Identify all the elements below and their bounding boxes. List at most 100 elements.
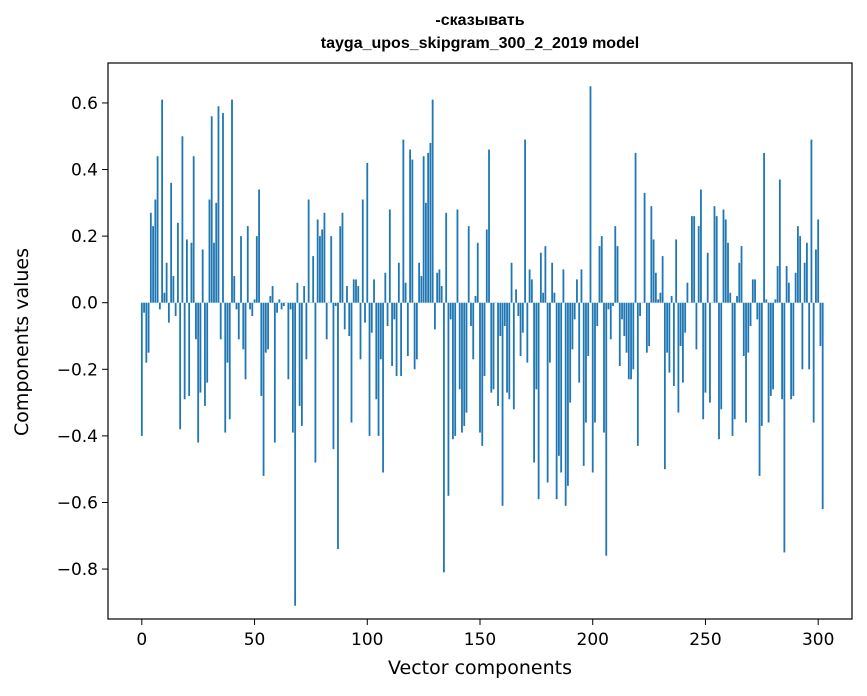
bar-1 (143, 302, 145, 313)
bar-219 (634, 152, 637, 303)
bar-274 (758, 302, 761, 476)
bar-120 (411, 159, 414, 303)
bar-109 (386, 302, 389, 327)
y-tick-label: −0.2 (57, 360, 98, 380)
bar-15 (174, 302, 177, 317)
bar-192 (573, 302, 576, 320)
y-axis-label: Components values (11, 247, 33, 437)
bar-250 (704, 302, 707, 393)
bar-251 (706, 252, 709, 303)
bar-181 (548, 302, 551, 363)
bar-84 (330, 236, 333, 303)
bar-270 (749, 302, 752, 327)
x-tick-label: 50 (244, 630, 266, 650)
bar-189 (567, 302, 569, 486)
bar-294 (803, 262, 806, 303)
bar-215 (625, 302, 628, 353)
bar-248 (700, 189, 702, 303)
bar-10 (163, 292, 166, 303)
bar-47 (246, 226, 249, 303)
bar-195 (580, 269, 583, 303)
bar-177 (539, 252, 542, 303)
bar-81 (323, 212, 326, 303)
bar-297 (810, 139, 813, 303)
bar-29 (206, 302, 209, 383)
bar-186 (560, 302, 563, 473)
bar-61 (278, 299, 281, 303)
bar-2 (145, 302, 148, 363)
y-tick-label: 0.0 (71, 294, 98, 314)
x-tick-label: 300 (802, 630, 834, 650)
bar-106 (379, 302, 382, 360)
bar-163 (508, 302, 511, 400)
bar-193 (576, 279, 578, 303)
bar-31 (210, 116, 213, 303)
bar-114 (397, 262, 400, 303)
bar-146 (470, 302, 472, 327)
bar-39 (228, 302, 231, 420)
bar-16 (176, 222, 179, 303)
y-tick-label: 0.6 (71, 94, 98, 114)
bar-118 (406, 302, 409, 356)
bar-88 (339, 226, 342, 303)
bar-239 (679, 302, 682, 346)
bar-116 (402, 139, 405, 303)
bar-179 (544, 246, 547, 303)
bar-162 (506, 302, 508, 393)
bar-296 (808, 302, 811, 370)
bar-87 (337, 302, 339, 550)
bar-104 (375, 302, 378, 400)
bar-119 (409, 149, 412, 303)
bar-173 (530, 279, 533, 303)
bar-67 (291, 302, 294, 433)
bar-135 (445, 212, 448, 303)
bar-180 (546, 302, 549, 483)
bar-115 (400, 302, 402, 376)
bar-58 (271, 286, 274, 303)
bar-288 (790, 302, 793, 400)
bar-117 (404, 282, 407, 303)
bar-19 (183, 302, 186, 400)
bar-7 (156, 156, 159, 303)
bar-213 (621, 302, 623, 320)
bar-159 (499, 302, 502, 337)
x-tick-label: 150 (464, 630, 496, 650)
bar-203 (598, 246, 601, 303)
bar-170 (524, 139, 526, 303)
bar-216 (627, 302, 630, 380)
bar-series (140, 86, 824, 606)
bar-211 (616, 246, 619, 303)
bar-89 (341, 212, 344, 303)
bar-247 (697, 226, 700, 303)
bar-95 (355, 279, 357, 303)
bar-28 (204, 302, 206, 406)
bar-201 (594, 302, 596, 423)
bar-134 (443, 302, 445, 573)
bar-196 (582, 302, 585, 466)
bar-217 (630, 302, 632, 380)
bar-252 (709, 302, 711, 403)
bar-223 (643, 192, 646, 303)
bar-93 (350, 302, 353, 423)
bar-236 (672, 302, 675, 386)
bar-5 (152, 226, 154, 303)
bar-30 (208, 199, 211, 303)
bar-36 (222, 112, 224, 303)
bar-66 (289, 302, 292, 310)
bar-277 (765, 299, 768, 303)
bar-155 (490, 302, 493, 393)
bar-20 (186, 239, 188, 303)
bar-194 (578, 302, 581, 383)
bar-218 (632, 302, 635, 370)
bar-171 (526, 302, 529, 363)
bar-107 (382, 302, 384, 473)
bar-86 (334, 302, 337, 307)
bar-278 (767, 302, 770, 423)
bar-291 (796, 226, 799, 303)
x-axis-label: Vector components (388, 657, 572, 679)
bar-281 (774, 299, 777, 303)
bar-33 (215, 202, 218, 303)
bar-124 (420, 276, 423, 303)
bar-111 (391, 302, 393, 366)
